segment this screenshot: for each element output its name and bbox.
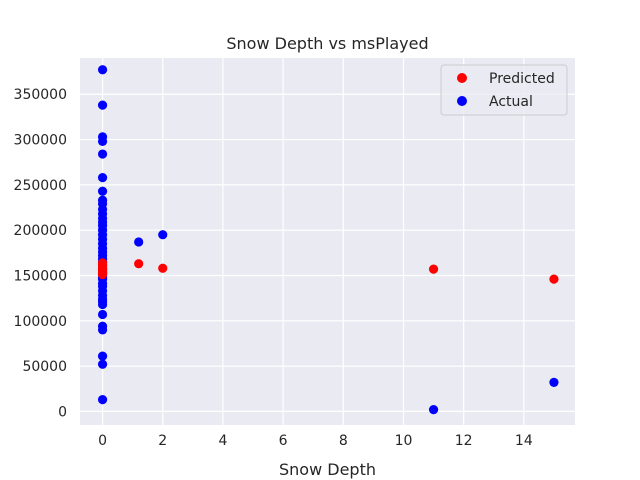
data-point-actual: [97, 186, 108, 196]
data-point-actual: [97, 351, 108, 361]
legend-marker-actual: [457, 96, 467, 106]
data-point-predicted: [158, 263, 168, 273]
data-point-actual: [97, 359, 108, 369]
x-tick-label: 6: [279, 433, 288, 449]
data-point-actual: [158, 230, 168, 240]
data-point-actual: [97, 173, 108, 183]
data-point-actual: [97, 395, 108, 405]
x-tick-labels: 0 2 4 6 8 10 12 14: [98, 433, 533, 449]
data-point-actual: [549, 377, 559, 388]
x-tick-label: 10: [395, 433, 413, 449]
data-point-actual: [134, 237, 144, 247]
x-tick-label: 12: [455, 433, 473, 449]
y-tick-label: 300000: [14, 133, 67, 149]
data-point-actual: [97, 100, 108, 110]
y-tick-label: 250000: [14, 178, 67, 194]
data-point-actual: [97, 149, 108, 159]
data-point-actual: [97, 309, 108, 320]
legend: Predicted Actual: [440, 64, 568, 116]
x-tick-label: 8: [339, 433, 348, 449]
y-tick-label: 350000: [14, 87, 67, 103]
y-tick-labels: 0 50000 100000 150000 200000 250000 300000 3500…: [14, 87, 67, 420]
data-point-actual: [97, 65, 108, 75]
data-point-actual: [97, 136, 108, 146]
data-points: [97, 65, 559, 415]
chart-title: Snow Depth vs msPlayed: [226, 34, 428, 53]
legend-label-actual: Actual: [489, 94, 533, 110]
y-tick-label: 150000: [14, 268, 67, 284]
data-point-predicted: [428, 264, 439, 274]
legend-box: [440, 64, 568, 116]
data-point-predicted: [549, 274, 559, 284]
y-tick-label: 0: [58, 404, 67, 420]
legend-label-predicted: Predicted: [489, 71, 555, 87]
x-axis-title: Snow Depth: [279, 460, 376, 479]
legend-marker-predicted: [457, 73, 467, 83]
y-tick-label: 100000: [14, 314, 67, 330]
x-tick-label: 0: [98, 433, 107, 449]
data-point-predicted: [97, 258, 108, 268]
x-tick-label: 4: [218, 433, 227, 449]
data-point-actual: [428, 404, 439, 415]
data-point-actual: [97, 299, 108, 310]
data-point-actual: [97, 325, 108, 335]
data-point-predicted: [134, 259, 144, 269]
y-tick-label: 200000: [14, 223, 67, 239]
x-tick-label: 2: [158, 433, 167, 449]
x-tick-label: 14: [515, 433, 533, 449]
data-point-actual: [97, 279, 108, 289]
y-tick-label: 50000: [22, 359, 67, 375]
